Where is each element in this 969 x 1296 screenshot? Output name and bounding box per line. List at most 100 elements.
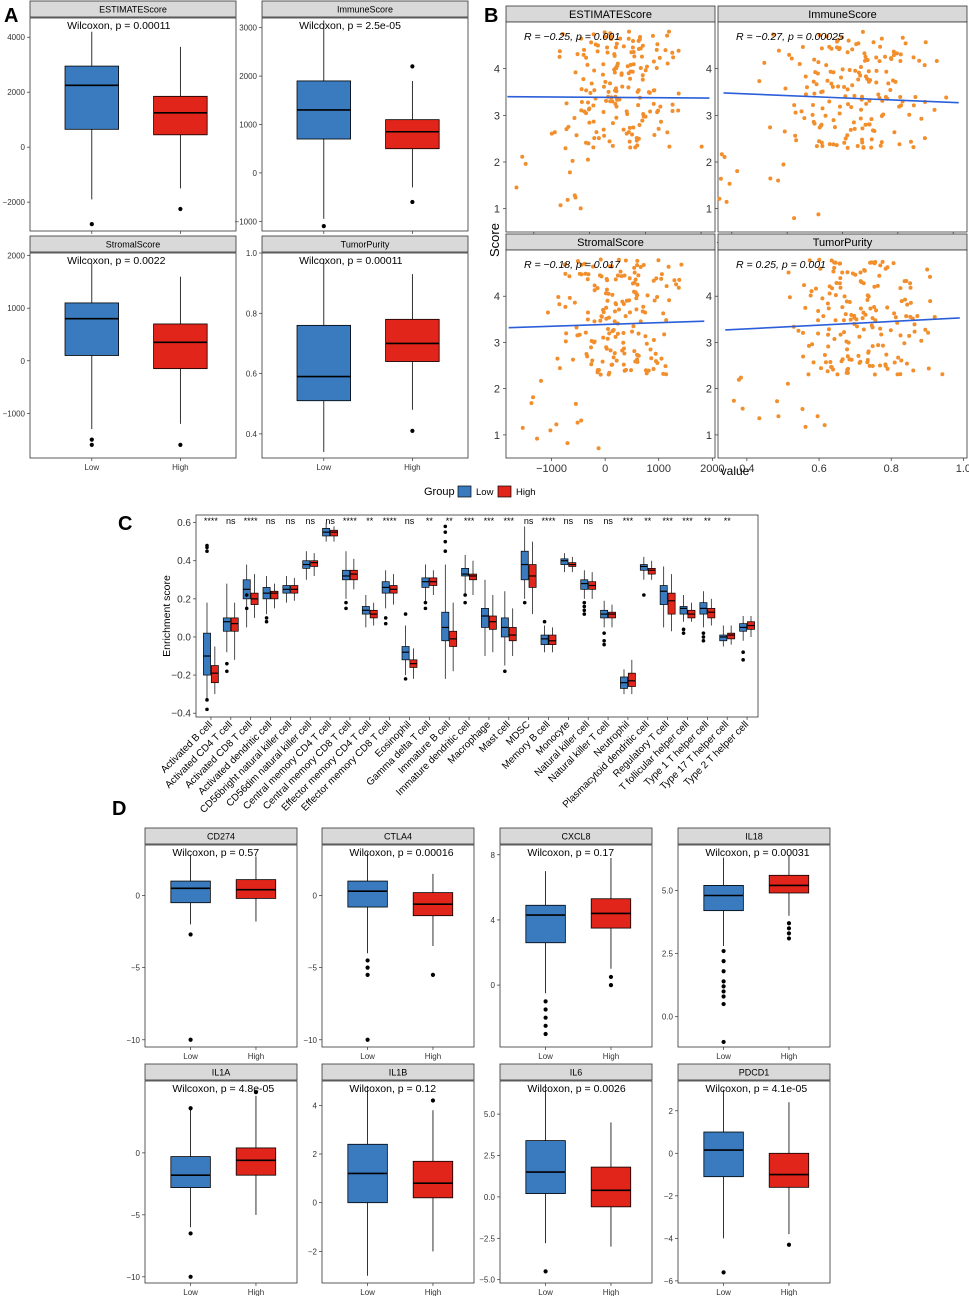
scatter-point [826, 344, 831, 349]
facet-strip [144, 1063, 298, 1081]
box-low [679, 606, 688, 615]
scatter-point [630, 329, 635, 334]
scatter-point [629, 368, 634, 373]
scatter-point [661, 311, 666, 316]
scatter-point [612, 319, 617, 324]
scatter-point [607, 370, 612, 375]
scatter-point [592, 136, 597, 141]
scatter-point [786, 270, 791, 275]
scatter-point [592, 319, 597, 324]
scatter-point [621, 127, 626, 132]
scatter-point [605, 336, 610, 341]
scatter-point [557, 54, 562, 59]
y-tick-label: 4 [313, 1101, 318, 1110]
scatter-point [839, 75, 844, 80]
outlier-point [205, 698, 209, 702]
scatter-point [787, 52, 792, 57]
scatter-point [892, 311, 897, 316]
scatter-point [904, 361, 909, 366]
y-tick-label: 2000 [239, 72, 257, 81]
scatter-point [833, 293, 838, 298]
outlier-point [786, 921, 792, 926]
scatter-point [667, 298, 672, 303]
scatter-point [601, 127, 606, 132]
scatter-point [558, 203, 563, 208]
scatter-point [608, 31, 613, 36]
y-tick-label: 4 [494, 291, 500, 303]
y-tick-label: −2000 [3, 198, 26, 207]
outlier-point [205, 707, 209, 712]
x-tick-label: 1000 [646, 463, 670, 475]
scatter-point [757, 416, 762, 421]
y-axis-title: Score [487, 223, 502, 257]
scatter-point [572, 115, 577, 120]
scatter-point [862, 268, 867, 273]
scatter-point [843, 312, 848, 317]
scatter-point [604, 316, 609, 321]
outlier-point [741, 658, 745, 662]
scatter-point [883, 363, 888, 368]
scatter-point [670, 108, 675, 113]
scatter-point [600, 72, 605, 77]
significance-label: ns [564, 516, 574, 526]
scatter-point [632, 280, 637, 285]
box-high [768, 1152, 810, 1188]
box-high [548, 634, 557, 645]
scatter-point [846, 366, 851, 371]
outlier-point [178, 442, 183, 447]
scatter-point [818, 123, 823, 128]
scatter-point [859, 107, 864, 112]
scatter-point [845, 347, 850, 352]
scatter-point [589, 345, 594, 350]
x-tick-label: High [404, 463, 420, 472]
x-tick-label: Low [183, 1052, 198, 1061]
scatter-point [840, 305, 845, 310]
box-high [230, 617, 239, 632]
outlier-point [503, 669, 507, 674]
outlier-point [443, 530, 448, 534]
scatter-point [575, 420, 580, 425]
outlier-point [403, 612, 408, 616]
scatter-point [800, 407, 805, 412]
facet-strip [261, 235, 469, 253]
facet-title: PDCD1 [739, 1068, 770, 1078]
scatter-point [858, 73, 863, 78]
y-tick-label: 1 [706, 430, 712, 442]
scatter-point [646, 90, 651, 95]
scatter-point [850, 83, 855, 88]
facet-strip [321, 1063, 475, 1081]
scatter-point [868, 306, 873, 311]
scatter-point [520, 425, 525, 430]
scatter-point [932, 314, 937, 319]
scatter-point [653, 359, 658, 364]
significance-label: ** [644, 516, 652, 526]
scatter-point [873, 318, 878, 323]
outlier-point [188, 1037, 193, 1042]
scatter-point [837, 104, 842, 109]
y-tick-label: 0 [313, 892, 318, 901]
scatter-point [658, 104, 663, 109]
scatter-point [892, 360, 897, 365]
scatter-point [563, 271, 568, 276]
scatter-point [818, 266, 823, 271]
box-high [210, 665, 219, 684]
scatter-point [865, 298, 870, 303]
box-high [590, 1166, 632, 1208]
scatter-point [641, 304, 646, 309]
scatter-point [560, 32, 565, 37]
scatter-point [879, 36, 884, 41]
scatter-point [813, 286, 818, 291]
scatter-point [888, 87, 893, 92]
y-tick-label: 4 [494, 64, 500, 76]
scatter-point [655, 295, 660, 300]
scatter-point [582, 261, 587, 266]
y-tick-label: 2 [706, 384, 712, 396]
legend-swatch-high [497, 485, 512, 498]
significance-label: ns [524, 516, 534, 526]
y-tick-label: 2.5 [484, 1152, 496, 1161]
scatter-point [879, 332, 884, 337]
scatter-point [908, 281, 913, 286]
x-tick-label: High [425, 1288, 441, 1296]
scatter-point [621, 301, 626, 306]
